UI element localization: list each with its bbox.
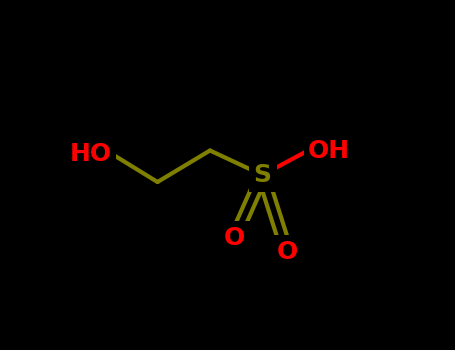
Text: O: O bbox=[224, 226, 245, 250]
Text: S: S bbox=[253, 163, 272, 187]
Text: O: O bbox=[276, 240, 298, 264]
Text: HO: HO bbox=[70, 142, 112, 166]
Text: OH: OH bbox=[308, 139, 350, 162]
